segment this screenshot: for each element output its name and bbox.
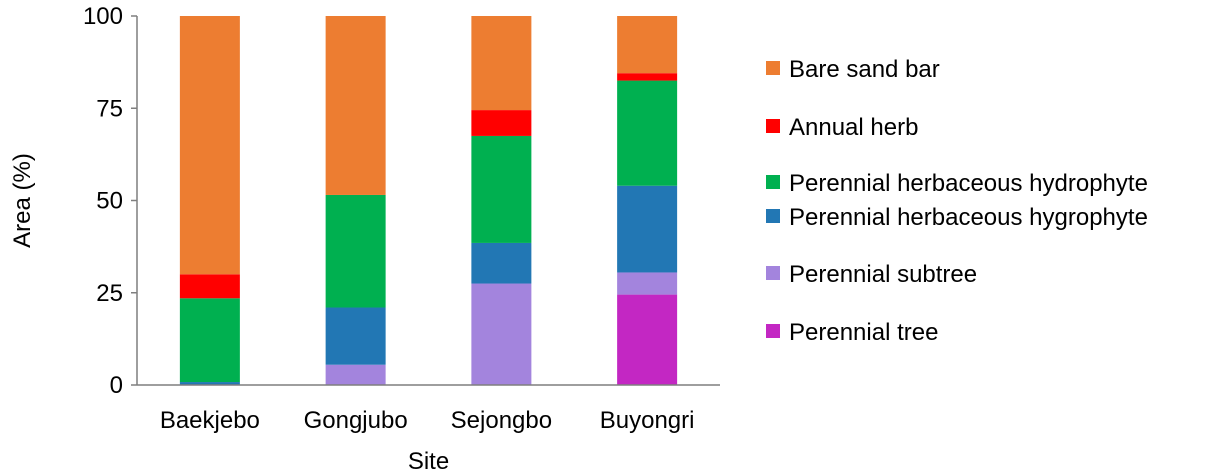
bar-buyongri-bare-sand-bar bbox=[617, 16, 678, 74]
legend-label-bare-sand-bar: Bare sand bar bbox=[789, 56, 940, 83]
bar-buyongri-perennial-herbaceous-hygrophyte bbox=[617, 185, 678, 273]
bar-buyongri-annual-herb bbox=[617, 73, 678, 81]
legend-label-perennial-herbaceous-hygrophyte: Perennial herbaceous hygrophyte bbox=[789, 204, 1148, 231]
y-ticks: 0 25 50 75 100 bbox=[83, 3, 137, 399]
y-tick-label-75: 75 bbox=[96, 95, 123, 122]
bar-gongjubo-perennial-herbaceous-hygrophyte bbox=[325, 307, 386, 365]
legend-label-perennial-subtree: Perennial subtree bbox=[789, 261, 977, 288]
bar-baekjebo-annual-herb bbox=[179, 274, 240, 299]
legend-swatch-bare-sand-bar bbox=[766, 61, 780, 75]
bar-baekjebo-perennial-herbaceous-hydrophyte bbox=[179, 298, 240, 383]
bar-sejongbo-perennial-herbaceous-hygrophyte bbox=[471, 242, 532, 284]
y-tick-label-0: 0 bbox=[110, 372, 123, 399]
bar-gongjubo-perennial-subtree bbox=[325, 364, 386, 385]
legend-swatch-perennial-herbaceous-hydrophyte bbox=[766, 175, 780, 189]
bar-buyongri-perennial-subtree bbox=[617, 272, 678, 295]
x-tick-label-gongjubo: Gongjubo bbox=[304, 407, 408, 434]
bar-sejongbo-perennial-subtree bbox=[471, 283, 532, 385]
bar-gongjubo-perennial-herbaceous-hydrophyte bbox=[325, 194, 386, 308]
bar-sejongbo-perennial-herbaceous-hydrophyte bbox=[471, 135, 532, 243]
y-axis-label: Area (%) bbox=[9, 153, 36, 248]
legend: Bare sand bar Annual herb Perennial herbac… bbox=[766, 56, 1148, 346]
bar-gongjubo-bare-sand-bar bbox=[325, 16, 386, 195]
x-tick-label-baekjebo: Baekjebo bbox=[160, 407, 260, 434]
x-ticks: Baekjebo Gongjubo Sejongbo Buyongri bbox=[160, 407, 695, 434]
bar-buyongri-perennial-herbaceous-hydrophyte bbox=[617, 80, 678, 186]
bars-layer bbox=[179, 16, 678, 385]
bar-baekjebo-perennial-herbaceous-hygrophyte bbox=[179, 382, 240, 385]
legend-swatch-perennial-herbaceous-hygrophyte bbox=[766, 209, 780, 223]
bar-buyongri-perennial-tree bbox=[617, 294, 678, 385]
legend-label-perennial-tree: Perennial tree bbox=[789, 319, 938, 346]
legend-swatch-perennial-subtree bbox=[766, 266, 780, 280]
bar-sejongbo-annual-herb bbox=[471, 110, 532, 136]
x-tick-label-sejongbo: Sejongbo bbox=[451, 407, 552, 434]
x-tick-label-buyongri: Buyongri bbox=[600, 407, 695, 434]
y-tick-label-100: 100 bbox=[83, 3, 123, 30]
legend-label-annual-herb: Annual herb bbox=[789, 114, 918, 141]
legend-label-perennial-herbaceous-hydrophyte: Perennial herbaceous hydrophyte bbox=[789, 170, 1148, 197]
bar-sejongbo-bare-sand-bar bbox=[471, 16, 532, 111]
x-axis-label: Site bbox=[408, 448, 449, 473]
bar-baekjebo-bare-sand-bar bbox=[179, 16, 240, 275]
legend-swatch-perennial-tree bbox=[766, 324, 780, 338]
legend-swatch-annual-herb bbox=[766, 119, 780, 133]
y-tick-label-50: 50 bbox=[96, 188, 123, 215]
y-tick-label-25: 25 bbox=[96, 280, 123, 307]
